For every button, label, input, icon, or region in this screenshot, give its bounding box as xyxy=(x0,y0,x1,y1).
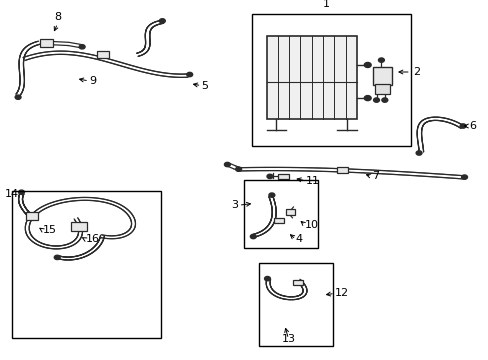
Text: 14: 14 xyxy=(5,189,19,199)
Text: 4: 4 xyxy=(295,234,303,244)
Bar xyxy=(372,67,391,85)
Text: 6: 6 xyxy=(468,121,475,131)
Bar xyxy=(285,209,295,215)
Text: 10: 10 xyxy=(305,220,319,230)
Bar xyxy=(336,167,347,173)
Text: 15: 15 xyxy=(43,225,57,235)
Text: 11: 11 xyxy=(305,176,319,186)
Text: 12: 12 xyxy=(334,288,348,298)
Text: 3: 3 xyxy=(231,200,238,210)
Text: 9: 9 xyxy=(89,76,96,86)
Bar xyxy=(374,84,389,94)
Text: 7: 7 xyxy=(371,171,378,181)
Bar xyxy=(96,51,108,58)
Text: 2: 2 xyxy=(412,67,420,77)
Circle shape xyxy=(264,276,270,281)
Circle shape xyxy=(364,95,370,100)
Circle shape xyxy=(266,174,272,179)
Circle shape xyxy=(268,193,274,197)
Circle shape xyxy=(186,72,192,77)
Circle shape xyxy=(19,190,24,194)
Circle shape xyxy=(378,58,384,62)
Text: 5: 5 xyxy=(201,81,208,91)
Circle shape xyxy=(224,162,230,167)
Circle shape xyxy=(54,255,60,260)
Circle shape xyxy=(461,175,467,179)
Bar xyxy=(278,174,288,179)
Circle shape xyxy=(159,19,165,23)
Bar xyxy=(40,39,53,47)
Circle shape xyxy=(381,98,387,102)
Bar xyxy=(293,280,303,285)
Text: 13: 13 xyxy=(281,334,295,344)
Circle shape xyxy=(373,98,379,102)
Bar xyxy=(273,217,283,223)
Circle shape xyxy=(235,167,241,171)
Text: 16: 16 xyxy=(85,234,100,244)
Circle shape xyxy=(250,234,256,239)
Bar xyxy=(251,14,410,146)
Circle shape xyxy=(364,62,370,67)
Text: 8: 8 xyxy=(54,12,61,22)
Bar xyxy=(26,212,38,220)
Bar xyxy=(259,263,332,346)
Bar xyxy=(71,222,87,231)
Bar xyxy=(266,36,356,119)
Circle shape xyxy=(415,151,421,155)
Bar xyxy=(12,191,161,338)
Text: 1: 1 xyxy=(323,0,329,9)
Circle shape xyxy=(459,124,465,128)
Circle shape xyxy=(15,95,21,99)
Circle shape xyxy=(79,45,85,49)
Bar xyxy=(244,180,317,248)
